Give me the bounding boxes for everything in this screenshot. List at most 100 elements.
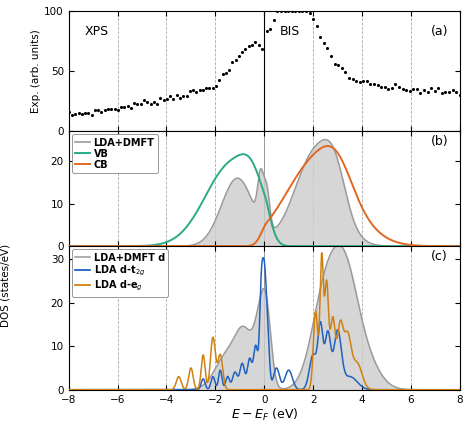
Point — [445, 88, 453, 95]
Point — [206, 85, 213, 92]
Point — [456, 91, 464, 98]
Text: BIS: BIS — [280, 25, 300, 38]
Point — [417, 90, 424, 97]
Point — [225, 66, 233, 73]
Point — [277, 7, 285, 14]
Point — [449, 87, 456, 94]
Point — [98, 108, 105, 115]
Point — [82, 110, 89, 116]
Point — [176, 95, 184, 102]
Legend: LDA+DMFT d, LDA d-t$_{2g}$, LDA d-e$_g$: LDA+DMFT d, LDA d-t$_{2g}$, LDA d-e$_g$ — [72, 249, 168, 297]
Point — [183, 92, 191, 99]
Point — [94, 107, 102, 114]
Point — [75, 110, 82, 116]
Point — [377, 83, 385, 90]
X-axis label: $E - E_F$ (eV): $E - E_F$ (eV) — [230, 407, 298, 423]
Point — [111, 105, 118, 112]
Point — [435, 85, 442, 92]
Point — [338, 65, 346, 71]
Text: (c): (c) — [431, 251, 448, 264]
Point — [349, 75, 356, 82]
Point — [281, 7, 288, 14]
Point — [101, 107, 109, 114]
Point — [413, 86, 420, 93]
Point — [299, 7, 306, 14]
Text: (b): (b) — [430, 135, 448, 148]
Point — [117, 103, 125, 110]
Point — [147, 100, 155, 107]
Point — [399, 86, 406, 93]
Point — [266, 25, 274, 32]
Point — [104, 105, 112, 112]
Point — [150, 98, 158, 105]
Point — [88, 111, 95, 118]
Point — [310, 15, 317, 22]
Point — [222, 69, 229, 76]
Point — [199, 87, 207, 94]
Point — [173, 92, 181, 99]
Point — [288, 7, 295, 14]
Point — [130, 99, 138, 106]
Point — [342, 69, 349, 76]
Point — [124, 102, 131, 109]
Point — [352, 78, 360, 85]
Point — [202, 84, 210, 91]
Point — [292, 7, 299, 14]
Point — [424, 88, 431, 95]
Point — [166, 93, 174, 100]
Point — [359, 77, 367, 84]
Point — [284, 7, 292, 14]
Point — [324, 45, 331, 52]
Point — [263, 27, 271, 34]
Point — [228, 58, 236, 65]
Legend: LDA+DMFT, VB, CB: LDA+DMFT, VB, CB — [72, 134, 158, 173]
Point — [180, 92, 187, 99]
Point — [212, 82, 220, 89]
Point — [192, 89, 200, 96]
Text: (a): (a) — [430, 25, 448, 38]
Point — [384, 85, 392, 92]
Point — [258, 45, 265, 52]
Point — [91, 107, 99, 113]
Point — [402, 87, 410, 94]
Point — [320, 39, 328, 46]
Point — [219, 70, 226, 77]
Point — [366, 80, 374, 87]
Point — [335, 61, 342, 68]
Point — [392, 81, 399, 87]
Point — [452, 88, 460, 95]
Point — [363, 78, 371, 85]
Point — [356, 79, 364, 86]
Point — [140, 97, 148, 103]
Point — [395, 84, 403, 90]
Point — [438, 89, 446, 96]
Point — [189, 87, 197, 94]
Point — [370, 81, 378, 88]
Point — [186, 87, 193, 94]
Text: XPS: XPS — [84, 25, 109, 38]
Y-axis label: Exp. (arb. units): Exp. (arb. units) — [31, 29, 41, 113]
Point — [68, 112, 76, 119]
Point — [381, 84, 389, 90]
Point — [345, 74, 353, 81]
Point — [242, 46, 249, 53]
Point — [406, 87, 413, 94]
Point — [374, 81, 382, 88]
Point — [120, 103, 128, 110]
Point — [144, 99, 151, 106]
Point — [235, 52, 243, 59]
Point — [163, 96, 171, 103]
Point — [72, 110, 79, 117]
Point — [245, 42, 253, 49]
Point — [238, 49, 246, 56]
Point — [270, 17, 278, 24]
Point — [209, 84, 217, 91]
Point — [388, 84, 396, 91]
Point — [255, 42, 262, 49]
Point — [431, 87, 438, 94]
Point — [114, 107, 122, 113]
Point — [306, 10, 313, 17]
Point — [442, 89, 449, 96]
Text: DOS (states/eV): DOS (states/eV) — [0, 244, 11, 327]
Point — [78, 111, 86, 118]
